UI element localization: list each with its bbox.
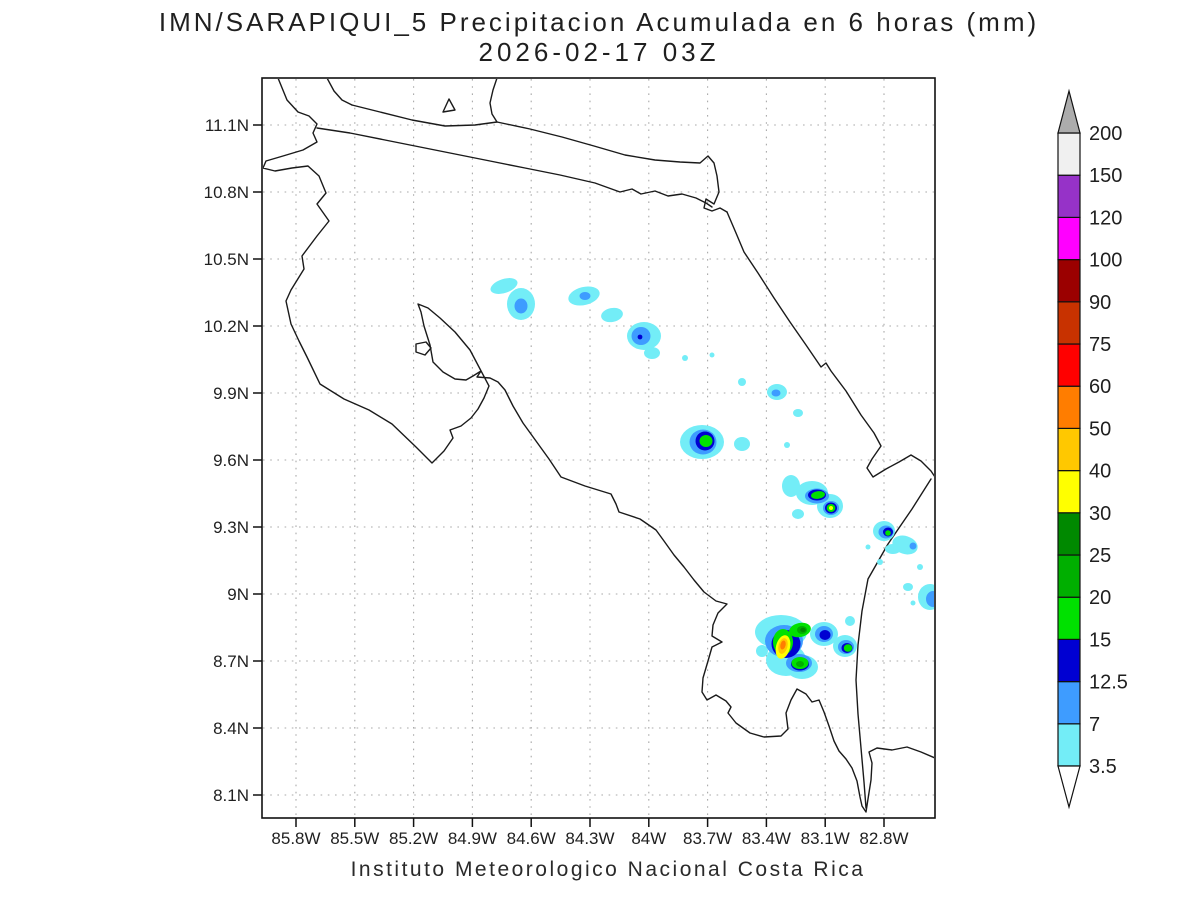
- grid-lines: [263, 79, 934, 817]
- caribbean-coastline: [726, 211, 934, 478]
- precip-group-south: [755, 615, 857, 679]
- colorbar-segment: [1057, 174, 1081, 218]
- x-tick-label: 83.7W: [683, 829, 732, 848]
- precip-group-southeast: [782, 475, 934, 610]
- y-tick-label: 9.6N: [213, 451, 249, 470]
- plot-frame: [261, 77, 936, 819]
- colorbar-segment: [1057, 216, 1081, 261]
- x-tick-label: 83.1W: [801, 829, 850, 848]
- y-tick-label: 9.3N: [213, 518, 249, 537]
- y-tick-label: 10.8N: [204, 183, 249, 202]
- colorbar-under-arrow: [1057, 765, 1081, 810]
- colorbar-segment: [1057, 132, 1081, 176]
- y-tick-label: 9N: [227, 585, 249, 604]
- y-tick-label: 9.9N: [213, 384, 249, 403]
- colorbar-label: 60: [1089, 376, 1111, 398]
- precipitation-field: [490, 278, 934, 679]
- colorbar-segment: [1057, 343, 1081, 387]
- x-tick-label: 84.3W: [565, 829, 614, 848]
- precip-group-north: [490, 278, 715, 361]
- lake-nicaragua-east-shore: [489, 79, 498, 123]
- colorbar-over-arrow: [1057, 88, 1081, 134]
- colorbar-segment: [1057, 554, 1081, 598]
- colorbar-label: 25: [1089, 545, 1111, 567]
- colorbar-label: 15: [1089, 629, 1111, 651]
- colorbar-label: 12.5: [1089, 672, 1128, 694]
- colorbar-label: 100: [1089, 250, 1122, 272]
- y-tick-label: 8.1N: [213, 786, 249, 805]
- x-tick-label: 85.2W: [389, 829, 438, 848]
- x-tick-label: 84.9W: [448, 829, 497, 848]
- y-tick-label: 10.2N: [204, 317, 249, 336]
- y-axis: 11.1N 10.8N 10.5N 10.2N 9.9N 9.6N 9.3N 9N 8.7N 8.…: [204, 116, 262, 805]
- pacific-coastline: [263, 79, 934, 813]
- lake-nicaragua-west-shore: [326, 79, 353, 106]
- colorbar-segment: [1057, 596, 1081, 641]
- chira-island: [415, 341, 432, 356]
- colorbar-segment: [1057, 385, 1081, 430]
- colorbar-segment: [1057, 427, 1081, 472]
- colorbar-label: 50: [1089, 418, 1111, 440]
- y-tick-label: 10.5N: [204, 250, 249, 269]
- colorbar-label: 7: [1089, 714, 1100, 736]
- x-tick-label: 84W: [631, 829, 666, 848]
- x-tick-label: 85.5W: [330, 829, 379, 848]
- colorbar-label: 40: [1089, 461, 1111, 483]
- colorbar-label: 120: [1089, 207, 1122, 229]
- colorbar-segment: [1057, 680, 1081, 725]
- colorbar-label: 30: [1089, 503, 1111, 525]
- colorbar-segment: [1057, 638, 1081, 683]
- footer-credit: Instituto Meteorologico Nacional Costa R…: [351, 858, 866, 881]
- colorbar-label: 150: [1089, 165, 1122, 187]
- colorbar-label: 3.5: [1089, 756, 1117, 778]
- y-tick-label: 11.1N: [205, 116, 249, 135]
- coastline-borders: [263, 79, 934, 813]
- colorbar-label: 20: [1089, 587, 1111, 609]
- colorbar-segment: [1057, 259, 1081, 303]
- colorbar-label: 75: [1089, 334, 1111, 356]
- chart-title: IMN/SARAPIQUI_5 Precipitacion Acumulada …: [159, 7, 1039, 37]
- x-tick-label: 85.8W: [271, 829, 320, 848]
- panama-border: [855, 478, 932, 809]
- x-tick-label: 84.6W: [507, 829, 556, 848]
- x-tick-label: 82.8W: [859, 829, 908, 848]
- lake-island: [442, 98, 456, 113]
- colorbar-segment: [1057, 512, 1081, 556]
- nicaragua-border: [316, 127, 713, 208]
- x-tick-label: 83.4W: [742, 829, 791, 848]
- colorbar-label: 200: [1089, 123, 1122, 145]
- colorbar-segment: [1057, 723, 1081, 767]
- colorbar-segment: [1057, 301, 1081, 345]
- colorbar-label: 90: [1089, 292, 1111, 314]
- x-axis: 85.8W 85.5W 85.2W 84.9W 84.6W 84.3W 84W 83.7W 83…: [271, 818, 909, 848]
- chart-subtitle: 2026-02-17 03Z: [478, 37, 719, 67]
- colorbar-segment: [1057, 470, 1081, 514]
- y-tick-label: 8.7N: [213, 652, 249, 671]
- precip-group-central: [680, 378, 803, 459]
- y-tick-label: 8.4N: [213, 719, 249, 738]
- colorbar: 3.5 7 12.5 15 20 25 30 40 50 60 75 90 100 120 150 200: [1057, 123, 1128, 778]
